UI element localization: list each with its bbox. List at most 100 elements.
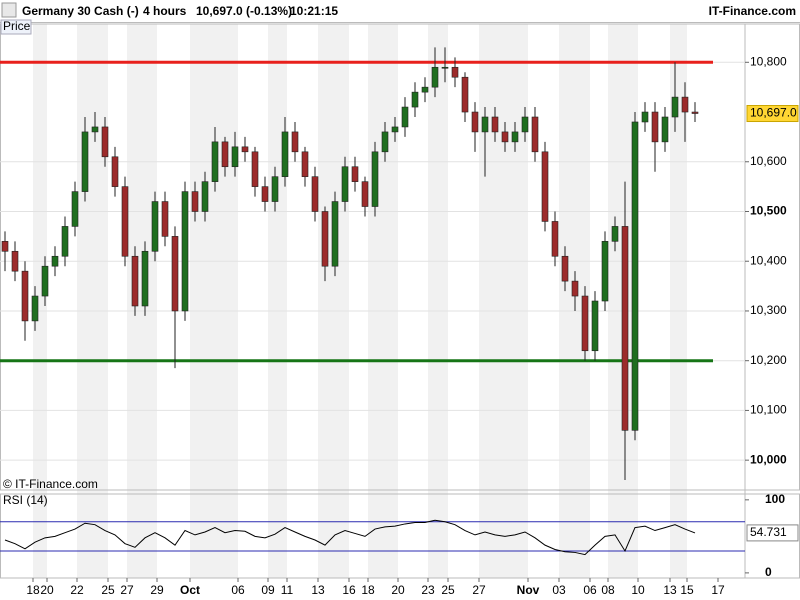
panel-title: Price [3, 19, 31, 33]
candle-body [51, 255, 59, 267]
candle-body [31, 295, 39, 322]
candle-body [421, 86, 429, 93]
x-tick-label: 09 [261, 583, 275, 597]
candle-body [61, 226, 69, 257]
y-tick-label: 10,500 [750, 204, 787, 218]
y-tick-label: 10,600 [750, 154, 787, 168]
candle-body [371, 151, 379, 207]
candle-body [81, 131, 89, 192]
candle-body [451, 66, 459, 78]
quote: 10,697.0 (-0.13%) [196, 4, 293, 18]
candle-body [211, 141, 219, 182]
x-tick-label: 13 [311, 583, 325, 597]
x-tick-label: 06 [231, 583, 245, 597]
candle-body [441, 66, 449, 69]
interval: 4 hours [143, 4, 187, 18]
x-tick-label: 27 [472, 583, 486, 597]
site: IT-Finance.com [708, 4, 796, 18]
candle-body [381, 131, 389, 153]
x-tick-label: 20 [40, 583, 54, 597]
instrument: Germany 30 Cash (-) [22, 4, 139, 18]
rsi-value-label: 54.731 [750, 525, 787, 539]
x-tick-label: 25 [441, 583, 455, 597]
candle-body [141, 250, 149, 307]
x-tick-label: 06 [583, 583, 597, 597]
candle-body [191, 191, 199, 212]
candle-body [511, 131, 519, 143]
candle-body [651, 111, 659, 143]
candle-body [531, 116, 539, 153]
candle-body [591, 300, 599, 352]
x-tick-label: 10 [631, 583, 645, 597]
candle-body [41, 265, 49, 297]
candle-body [521, 116, 529, 133]
stripe [368, 24, 398, 578]
last-price-box [746, 105, 799, 123]
stripe [33, 24, 47, 578]
candle-body [321, 211, 329, 267]
candle-body [91, 126, 99, 133]
candle-body [11, 250, 19, 272]
logo [1, 2, 17, 18]
x-tick-label: 23 [421, 583, 435, 597]
candle-body [301, 151, 309, 177]
stripe [268, 24, 287, 578]
candle-body [101, 126, 109, 158]
x-tick-label: 20 [391, 583, 405, 597]
candle-body [551, 221, 559, 257]
candle-body [411, 91, 419, 108]
plots: 10,000 10,100 10,200 10,300 10,400 10,500 10,6… [0, 19, 800, 597]
x-tick-label: 08 [601, 583, 615, 597]
x-tick-label: 29 [150, 583, 164, 597]
candle-body [491, 116, 499, 133]
panel-title: RSI (14) [3, 493, 48, 507]
candle-body [541, 151, 549, 222]
x-tick-label: 17 [711, 583, 725, 597]
candle-body [611, 226, 619, 242]
y-tick-label: 10,200 [750, 353, 787, 367]
candle-body [331, 201, 339, 267]
candle-body [631, 121, 639, 431]
candle-body [271, 176, 279, 202]
candle-body [21, 270, 29, 322]
header: Germany 30 Cash (-) 4 hours 10,697.0 (-0… [0, 0, 800, 23]
y-tick-label: 10,000 [750, 452, 787, 466]
candle-body [181, 191, 189, 312]
rsi-line [4, 519, 696, 556]
stripe [318, 24, 349, 578]
candle-body [471, 111, 479, 133]
candle-body [691, 111, 699, 114]
y-tick-label: 10,300 [750, 303, 787, 317]
candle-body [1, 241, 9, 252]
candle-body [501, 131, 509, 143]
candle-body [281, 131, 289, 177]
candle-body [621, 226, 629, 431]
candle-body [261, 186, 269, 202]
candle-body [171, 236, 179, 312]
stripe [190, 24, 238, 578]
candle-body [481, 116, 489, 133]
candle-body [231, 146, 239, 168]
candle-body [601, 241, 609, 302]
x-tick-label: 03 [552, 583, 566, 597]
candle-body [581, 295, 589, 352]
candle-body [161, 201, 169, 237]
copyright: © IT-Finance.com [3, 477, 98, 491]
x-tick-label: 16 [342, 583, 356, 597]
stripe [479, 24, 528, 578]
candle-body [341, 166, 349, 202]
candle-body [461, 76, 469, 113]
y-tick-label: 100 [765, 492, 785, 506]
rsi-value-box [746, 524, 799, 542]
x-tick-label: 18 [361, 583, 375, 597]
y-tick-label: 10,800 [750, 54, 787, 68]
x-tick-label: 13 [663, 583, 677, 597]
x-tick-label: 25 [101, 583, 115, 597]
candle-body [671, 96, 679, 118]
candle-body [221, 141, 229, 168]
y-tick-label: 0 [765, 565, 772, 579]
candle-body [201, 181, 209, 212]
stripe [428, 24, 448, 578]
candle-body [111, 156, 119, 187]
